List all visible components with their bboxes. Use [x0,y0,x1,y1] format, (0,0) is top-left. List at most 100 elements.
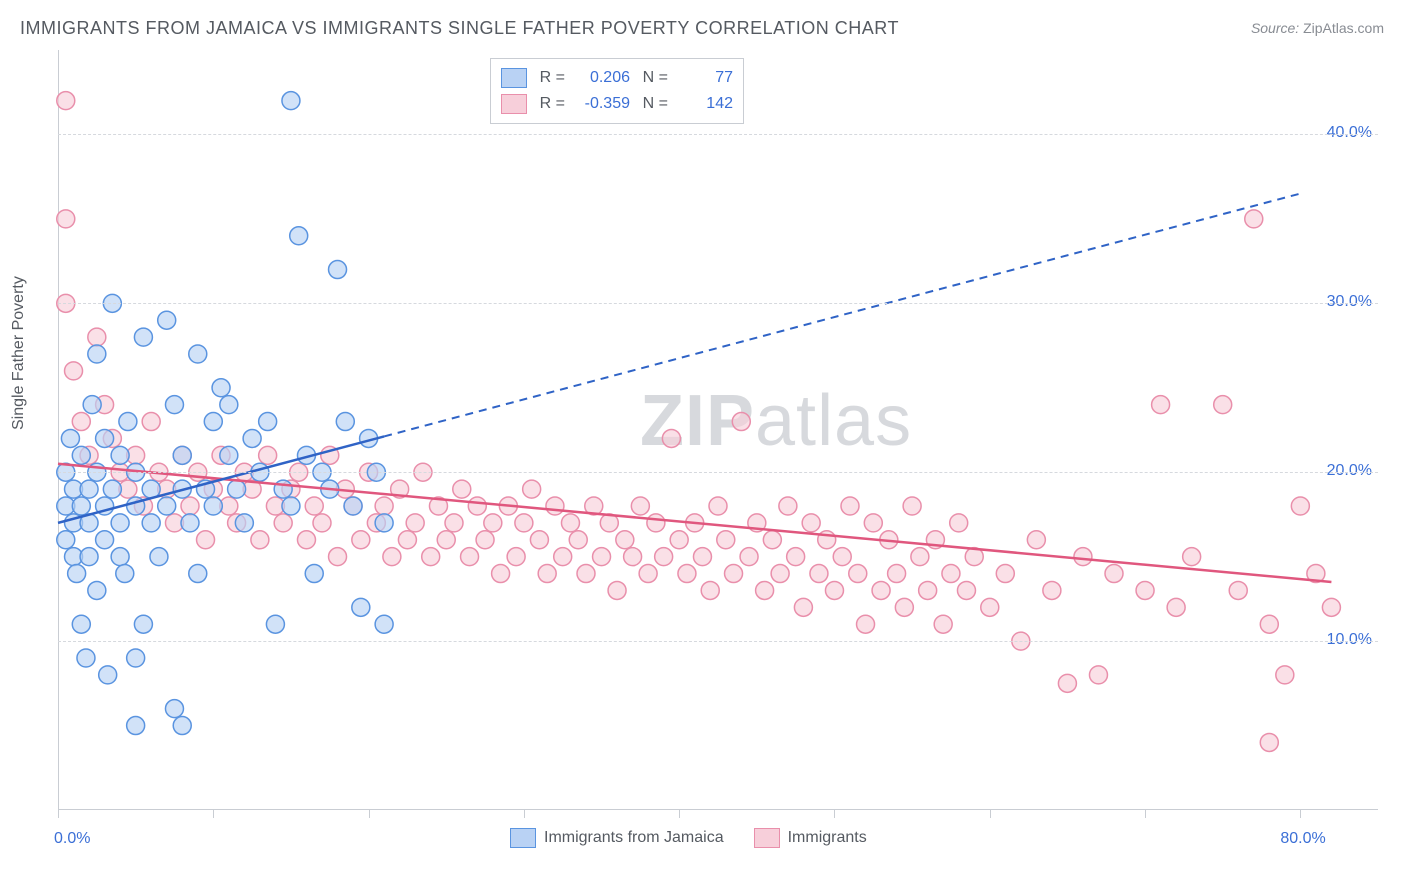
y-tick-label: 20.0% [1327,462,1372,480]
x-tick [369,810,370,818]
x-tick [1145,810,1146,818]
data-point [57,92,75,110]
data-point [841,497,859,515]
data-point [212,379,230,397]
data-point [72,413,90,431]
data-point [305,565,323,583]
data-point [282,92,300,110]
data-point [678,565,696,583]
data-point [895,598,913,616]
source-attribution: Source: ZipAtlas.com [1251,20,1384,36]
data-point [756,581,774,599]
data-point [593,548,611,566]
data-point [266,615,284,633]
data-point [1074,548,1092,566]
data-point [375,615,393,633]
swatch-series-a [501,68,527,88]
data-point [165,396,183,414]
data-point [80,480,98,498]
data-point [61,429,79,447]
legend-label-b: Immigrants [788,829,867,847]
data-point [523,480,541,498]
data-point [670,531,688,549]
data-point [165,700,183,718]
y-axis-label: Single Father Poverty [10,276,28,430]
gridline [58,303,1378,304]
data-point [398,531,416,549]
data-point [1027,531,1045,549]
data-point [771,565,789,583]
data-point [437,531,455,549]
data-point [857,615,875,633]
data-point [251,531,269,549]
data-point [1183,548,1201,566]
data-point [569,531,587,549]
data-point [103,480,121,498]
data-point [1260,733,1278,751]
data-point [996,565,1014,583]
x-tick [213,810,214,818]
data-point [220,396,238,414]
data-point [375,514,393,532]
data-point [810,565,828,583]
data-point [763,531,781,549]
data-point [957,581,975,599]
source-value: ZipAtlas.com [1303,20,1384,36]
data-point [546,497,564,515]
data-point [732,413,750,431]
data-point [313,514,331,532]
data-point [111,446,129,464]
data-point [1043,581,1061,599]
data-point [911,548,929,566]
n-label: N = [640,95,668,113]
data-point [72,615,90,633]
data-point [647,514,665,532]
data-point [119,413,137,431]
data-point [189,345,207,363]
data-point [445,514,463,532]
data-point [142,514,160,532]
data-point [740,548,758,566]
data-point [515,514,533,532]
data-point [68,565,86,583]
data-point [624,548,642,566]
source-label: Source: [1251,20,1299,36]
data-point [833,548,851,566]
data-point [701,581,719,599]
chart-title: IMMIGRANTS FROM JAMAICA VS IMMIGRANTS SI… [20,18,899,39]
data-point [577,565,595,583]
data-point [282,497,300,515]
data-point [530,531,548,549]
series-legend: Immigrants from Jamaica Immigrants [510,828,867,848]
data-point [290,227,308,245]
data-point [88,345,106,363]
data-point [864,514,882,532]
data-point [274,480,292,498]
data-point [99,666,117,684]
data-point [693,548,711,566]
data-point [1229,581,1247,599]
data-point [197,531,215,549]
data-point [717,531,735,549]
data-point [1260,615,1278,633]
data-point [88,328,106,346]
data-point [344,497,362,515]
data-point [507,548,525,566]
data-point [96,531,114,549]
data-point [329,261,347,279]
data-point [787,548,805,566]
r-value-b: -0.359 [575,95,630,113]
correlation-stats-box: R = 0.206 N = 77 R = -0.359 N = 142 [490,58,744,124]
data-point [561,514,579,532]
data-point [158,311,176,329]
data-point [1291,497,1309,515]
data-point [709,497,727,515]
data-point [794,598,812,616]
data-point [655,548,673,566]
data-point [57,210,75,228]
data-point [181,514,199,532]
data-point [825,581,843,599]
data-point [127,717,145,735]
swatch-series-b [754,828,780,848]
data-point [639,565,657,583]
